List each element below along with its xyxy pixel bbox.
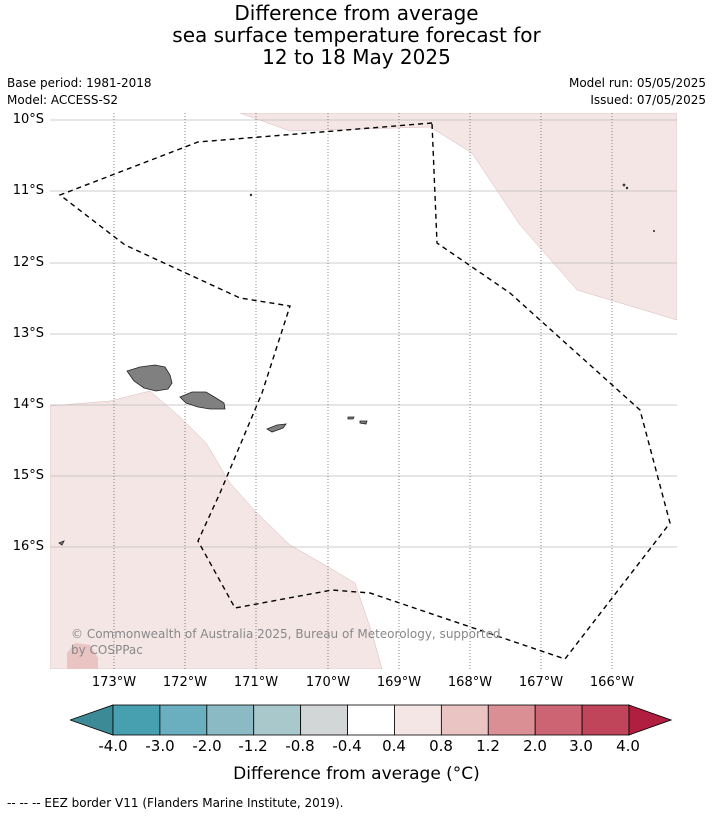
colorbar-tick-label: -1.2 — [238, 737, 268, 755]
colorbar-segments — [112, 704, 630, 736]
issued-date: Issued: 07/05/2025 — [590, 93, 706, 107]
lon-label-173w: 173°W — [91, 675, 137, 690]
anomaly-region-warm-patch — [67, 643, 98, 669]
colorbar-segment — [440, 704, 489, 736]
island-tau — [359, 420, 368, 425]
colorbar-tick-label: 0.8 — [429, 737, 453, 755]
colorbar-segment — [253, 704, 302, 736]
lon-label-168w: 168°W — [447, 675, 493, 690]
colorbar-segment — [300, 704, 348, 736]
island-tiny-north — [249, 193, 253, 197]
colorbar-tick-label: -0.8 — [285, 737, 315, 755]
colorbar-segment — [534, 704, 583, 736]
colorbar-tick-label: 2.0 — [523, 737, 547, 755]
colorbar-tick-label: -3.0 — [145, 737, 175, 755]
island-upolu — [179, 391, 226, 410]
lon-label-169w: 169°W — [376, 675, 422, 690]
colorbar-segment — [206, 704, 255, 736]
copyright-notice: © Commonwealth of Australia 2025, Bureau… — [71, 627, 501, 657]
colorbar-high-extension — [628, 704, 672, 736]
colorbar-segment — [394, 704, 442, 736]
colorbar-tick-label: -2.0 — [192, 737, 222, 755]
island-tiny-east-1 — [622, 183, 626, 187]
lon-label-170w: 170°W — [305, 675, 351, 690]
lat-label-14s: 14°S — [12, 397, 44, 412]
anomaly-region-southwest — [50, 390, 383, 669]
latitude-gridlines — [50, 119, 677, 548]
colorbar-tick-label: 0.4 — [382, 737, 406, 755]
island-tiny-east-3 — [653, 230, 656, 233]
anomaly-region-northeast — [239, 113, 677, 321]
colorbar-tick-label: -0.4 — [332, 737, 362, 755]
lon-label-172w: 172°W — [162, 675, 208, 690]
colorbar-title: Difference from average (°C) — [233, 764, 480, 784]
map-panel — [50, 113, 677, 669]
land-masses — [58, 183, 656, 546]
colorbar-segment — [347, 704, 395, 736]
colorbar-low-extension — [70, 704, 114, 736]
colorbar-segment — [159, 704, 208, 736]
lat-label-12s: 12°S — [12, 255, 44, 270]
island-tutuila — [266, 423, 287, 433]
colorbar-tick-label: 3.0 — [569, 737, 593, 755]
island-tiny-west — [58, 540, 65, 546]
colorbar-tick-label: 4.0 — [616, 737, 640, 755]
eez-legend-note: -- -- -- EEZ border V11 (Flanders Marine… — [7, 796, 344, 810]
title-line-2: sea surface temperature forecast for — [172, 23, 541, 47]
title-line-1: Difference from average — [234, 1, 479, 25]
colorbar-tick-label: 1.2 — [476, 737, 500, 755]
colorbar-tick-label: -4.0 — [98, 737, 128, 755]
colorbar-segment — [487, 704, 536, 736]
lat-label-15s: 15°S — [12, 468, 44, 483]
lat-label-13s: 13°S — [12, 326, 44, 341]
model-name: Model: ACCESS-S2 — [7, 93, 119, 107]
colorbar-segment — [112, 704, 161, 736]
model-run: Model run: 05/05/2025 — [568, 76, 706, 90]
island-tiny-east-2 — [625, 186, 629, 190]
lon-label-171w: 171°W — [233, 675, 279, 690]
colorbar — [70, 704, 672, 736]
lon-label-167w: 167°W — [518, 675, 564, 690]
eez-border — [58, 122, 671, 660]
island-savaii — [126, 364, 173, 392]
island-ofu — [347, 416, 355, 420]
lat-label-11s: 11°S — [12, 183, 44, 198]
lon-label-166w: 166°W — [589, 675, 635, 690]
base-period: Base period: 1981-2018 — [7, 76, 152, 90]
title-line-3: 12 to 18 May 2025 — [262, 45, 451, 69]
lat-label-16s: 16°S — [12, 539, 44, 554]
colorbar-segment — [581, 704, 630, 736]
lat-label-10s: 10°S — [12, 112, 44, 127]
